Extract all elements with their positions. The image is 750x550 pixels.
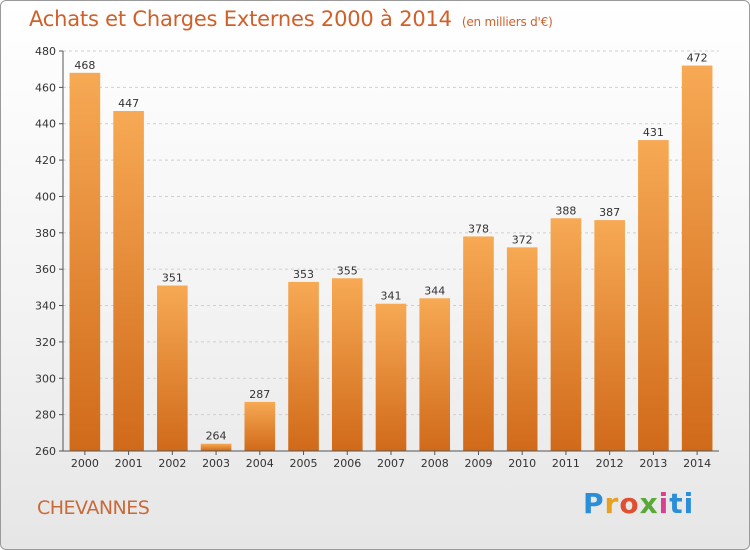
y-tick-label: 420 [35,154,56,167]
bar-2011 [550,218,582,451]
x-tick-label-2004: 2004 [246,457,274,470]
data-label-2012: 387 [599,206,620,219]
bar-2003 [200,443,232,451]
data-label-2006: 355 [337,264,358,277]
proxiti-logo: Proxiti [583,487,695,520]
data-label-2004: 287 [249,388,270,401]
bar-2013 [638,140,669,451]
y-tick-label: 380 [35,227,56,240]
chart-subtitle: (en milliers d'€) [461,15,553,29]
y-tick-label: 460 [35,81,56,94]
bar-2004 [244,401,276,451]
x-tick-label-2007: 2007 [377,457,405,470]
data-label-2010: 372 [512,233,533,246]
x-tick-label-2010: 2010 [508,457,536,470]
x-tick-label-2000: 2000 [71,457,99,470]
data-label-2003: 264 [206,430,227,443]
bar-2012 [594,220,625,451]
bar-2002 [157,285,188,451]
x-tick-label-2011: 2011 [552,457,580,470]
data-label-2013: 431 [643,126,664,139]
bar-2014 [681,65,713,451]
data-label-2007: 341 [381,290,402,303]
bar-2010 [506,247,538,451]
chart-title-text: Achats et Charges Externes 2000 à 2014 [29,7,452,31]
y-tick-label: 340 [35,300,56,313]
y-tick-label: 300 [35,372,56,385]
data-label-2005: 353 [293,268,314,281]
city-name: CHEVANNES [37,497,150,519]
x-tick-label-2005: 2005 [290,457,318,470]
data-label-2002: 351 [162,272,183,285]
x-tick-label-2002: 2002 [158,457,186,470]
bar-2007 [375,303,407,451]
data-label-2000: 468 [74,59,95,72]
bars: 468 447 351 264 287 353 355 341 344 378 372 388 387 4… [69,52,713,452]
x-tick-label-2014: 2014 [683,457,711,470]
x-axis: 2000 2001 2002 2003 2004 2005 2006 2007 2008 2009… [63,450,719,470]
data-label-2001: 447 [118,97,139,110]
y-tick-label: 260 [35,445,56,458]
y-tick-label: 360 [35,263,56,276]
x-tick-label-2006: 2006 [333,457,361,470]
data-label-2014: 472 [687,52,708,65]
bar-2008 [419,298,451,451]
x-tick-label-2012: 2012 [596,457,624,470]
chart-title: Achats et Charges Externes 2000 à 2014 (e… [29,7,553,31]
y-tick-label: 440 [35,118,56,131]
bar-2000 [69,72,101,452]
y-tick-label: 400 [35,190,56,203]
y-tick-label: 480 [35,45,56,58]
y-axis: 260 280 300 320 340 360 380 400 420 440 460 480 [35,45,64,458]
bar-2001 [113,111,144,451]
bar-2006 [331,278,363,451]
y-tick-label: 320 [35,336,56,349]
x-tick-label-2001: 2001 [115,457,143,470]
x-tick-label-2013: 2013 [639,457,667,470]
data-label-2009: 378 [468,222,489,235]
y-tick-label: 280 [35,409,56,422]
data-label-2008: 344 [424,284,445,297]
x-tick-label-2008: 2008 [421,457,449,470]
x-tick-label-2009: 2009 [464,457,492,470]
data-label-2011: 388 [555,204,576,217]
x-tick-label-2003: 2003 [202,457,230,470]
bar-2005 [288,281,319,451]
bar-2009 [463,236,494,451]
